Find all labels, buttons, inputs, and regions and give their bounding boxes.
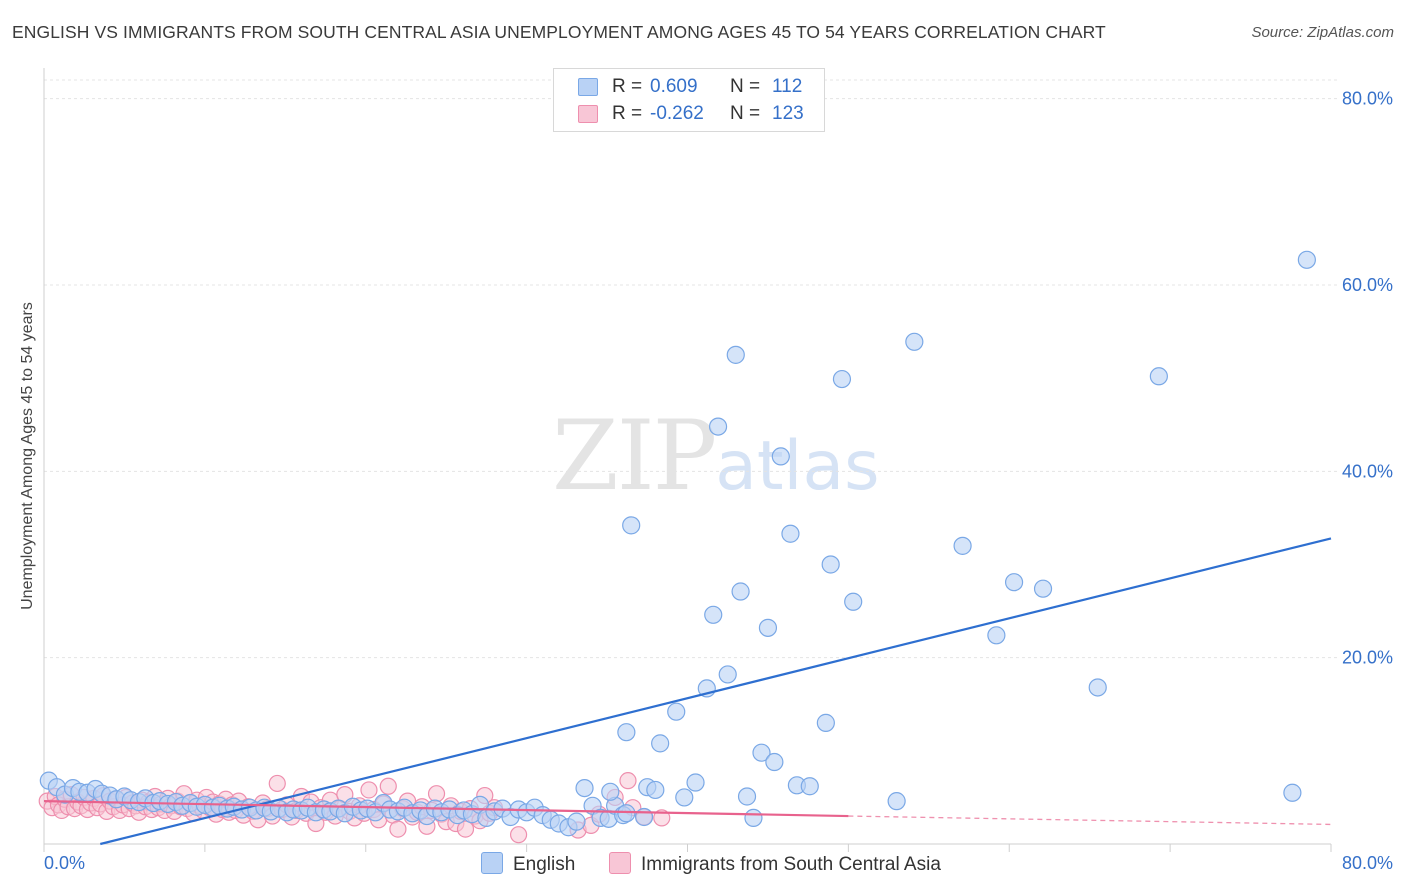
n-value: 123: [772, 103, 804, 124]
n-label: N =: [730, 76, 761, 97]
immigrants-point: [509, 826, 528, 844]
english-point: [731, 582, 750, 601]
english-point: [567, 812, 586, 831]
english-swatch: [481, 852, 503, 874]
english-point: [953, 536, 972, 555]
english-point: [800, 777, 819, 796]
trend-lines: [43, 537, 1332, 846]
immigrants-point: [268, 774, 286, 793]
english-point: [667, 702, 686, 721]
y-tick-label: 40.0%: [1342, 461, 1393, 481]
r-value: -0.262: [650, 103, 704, 124]
english-point: [1033, 579, 1053, 598]
english-point: [987, 626, 1006, 645]
english-points: [39, 250, 1316, 837]
english-point: [905, 332, 924, 351]
x-tick-label: 0.0%: [44, 853, 85, 873]
english-point: [844, 592, 863, 611]
english-point: [617, 723, 636, 742]
y-axis-label: Unemployment Among Ages 45 to 54 years: [19, 302, 36, 610]
legend-row-immigrants: R = -0.262 N = 123: [554, 100, 824, 128]
english-point: [771, 447, 790, 466]
bottom-legend-english: English: [481, 852, 575, 876]
english-point: [744, 808, 763, 828]
n-label: N =: [730, 103, 761, 124]
immigrants-point: [653, 809, 671, 827]
x-tick-label: 80.0%: [1342, 853, 1393, 873]
watermark-atlas: atlas: [715, 427, 880, 506]
english-point: [1088, 678, 1107, 697]
english-point: [832, 369, 852, 389]
english-point: [726, 345, 745, 364]
english-point: [601, 782, 620, 801]
chart-title: ENGLISH VS IMMIGRANTS FROM SOUTH CENTRAL…: [12, 22, 1106, 42]
immigrants-trend-line: [43, 800, 849, 818]
english-legend-label: English: [513, 854, 576, 875]
english-point: [1004, 573, 1024, 592]
r-label: R =: [612, 76, 643, 97]
english-point: [634, 807, 654, 827]
english-point: [1149, 367, 1168, 386]
immigrants-point: [360, 781, 378, 799]
immigrants-point: [379, 777, 397, 795]
axes: [43, 68, 1332, 852]
bottom-legend-immigrants: Immigrants from South Central Asia: [609, 852, 941, 876]
immigrants-trend-extension: [848, 815, 1332, 826]
english-point: [752, 743, 771, 762]
english-point: [821, 555, 840, 574]
english-point: [622, 516, 641, 535]
english-point: [781, 524, 800, 543]
english-point: [704, 605, 723, 624]
english-point: [758, 618, 778, 637]
english-swatch: [578, 78, 598, 96]
r-value: 0.609: [650, 76, 698, 97]
english-point: [737, 787, 757, 806]
english-point: [887, 792, 906, 811]
english-point: [575, 778, 594, 798]
source-label: Source: ZipAtlas.com: [1251, 24, 1394, 41]
english-point: [1283, 783, 1302, 802]
y-tick-label: 80.0%: [1342, 89, 1393, 109]
n-value: 112: [772, 76, 803, 97]
y-tick-label: 20.0%: [1342, 648, 1393, 668]
watermark: ZIPatlas: [552, 400, 880, 512]
r-label: R =: [612, 103, 643, 124]
tick-labels: 20.0% 40.0% 60.0% 80.0% 0.0% 80.0%: [44, 89, 1393, 873]
watermark-zip: ZIP: [552, 400, 717, 512]
english-point: [646, 780, 665, 800]
immigrants-swatch: [578, 105, 598, 123]
english-point: [686, 773, 705, 792]
english-point: [675, 788, 694, 807]
immigrants-swatch: [609, 852, 631, 874]
english-point: [651, 734, 670, 753]
english-point: [617, 804, 636, 823]
english-point: [765, 752, 784, 772]
english-point: [816, 713, 835, 732]
immigrants-legend-label: Immigrants from South Central Asia: [641, 854, 941, 875]
grid: [44, 79, 1337, 659]
immigrants-point: [619, 772, 637, 790]
english-point: [718, 665, 737, 684]
english-point: [1297, 250, 1316, 269]
correlation-legend: R = 0.609 N = 112 R = -0.262 N = 123: [553, 68, 825, 132]
english-point: [708, 417, 728, 436]
immigrants-point: [389, 820, 407, 838]
immigrants-point: [456, 820, 475, 838]
y-tick-label: 60.0%: [1342, 275, 1393, 295]
english-trend-line: [100, 537, 1332, 846]
legend-row-english: R = 0.609 N = 112: [554, 73, 824, 101]
immigrants-point: [427, 785, 446, 803]
